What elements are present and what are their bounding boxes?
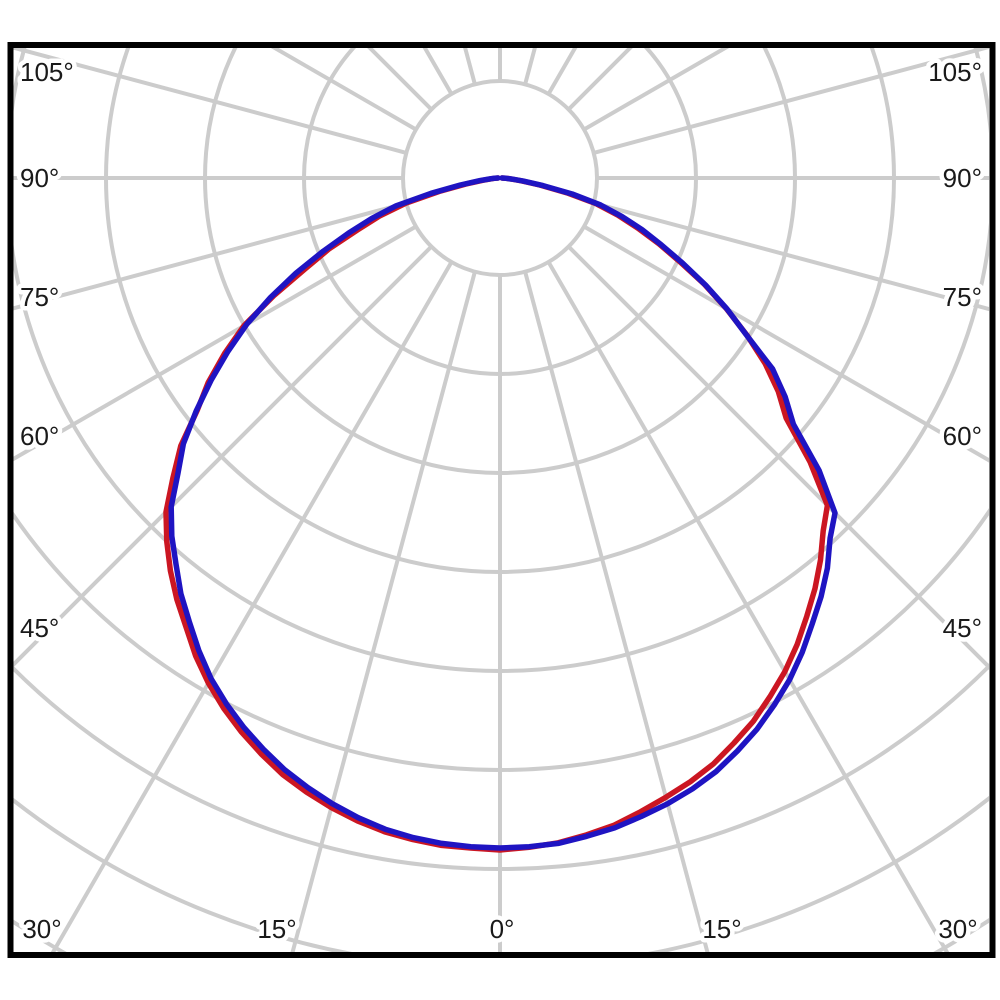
angle-label-bottom-right-15: 15° [702, 914, 741, 944]
grid-spoke [593, 48, 989, 155]
angle-label-right-60: 60° [943, 421, 982, 451]
angle-labels: 105° 90° 75° 60° 45° 105° 90° 75° 60° 45… [16, 53, 987, 949]
angle-label-bottom-left-30: 30° [22, 914, 61, 944]
angle-label-bottom-left-15: 15° [257, 914, 296, 944]
grid-spoke [13, 48, 407, 155]
grid-spoke [583, 224, 989, 463]
angle-label-left-45: 45° [20, 613, 59, 643]
grid-spoke [546, 261, 950, 952]
blue-plane-curve [168, 175, 838, 851]
angle-label-left-75: 75° [20, 282, 59, 312]
plot-border [7, 42, 996, 958]
angle-label-bottom-right-30: 30° [938, 914, 977, 944]
angle-label-left-105: 105° [20, 57, 74, 87]
grid-spoke [523, 271, 710, 952]
grid-spoke [50, 261, 454, 952]
grid-spoke [13, 224, 417, 462]
grid-spoke [13, 201, 407, 311]
angle-label-right-105: 105° [928, 57, 982, 87]
grid-spoke [290, 271, 477, 952]
angle-label-bottom-0: 0° [490, 914, 515, 944]
angle-label-right-90: 90° [943, 163, 982, 193]
angle-label-left-90: 90° [20, 163, 59, 193]
grid-spoke [593, 201, 989, 312]
angle-label-right-75: 75° [943, 282, 982, 312]
angle-label-right-45: 45° [943, 613, 982, 643]
angle-label-left-60: 60° [20, 421, 59, 451]
grid-spoke [13, 245, 433, 668]
grid-spoke [567, 245, 989, 670]
intensity-curves [163, 175, 838, 853]
